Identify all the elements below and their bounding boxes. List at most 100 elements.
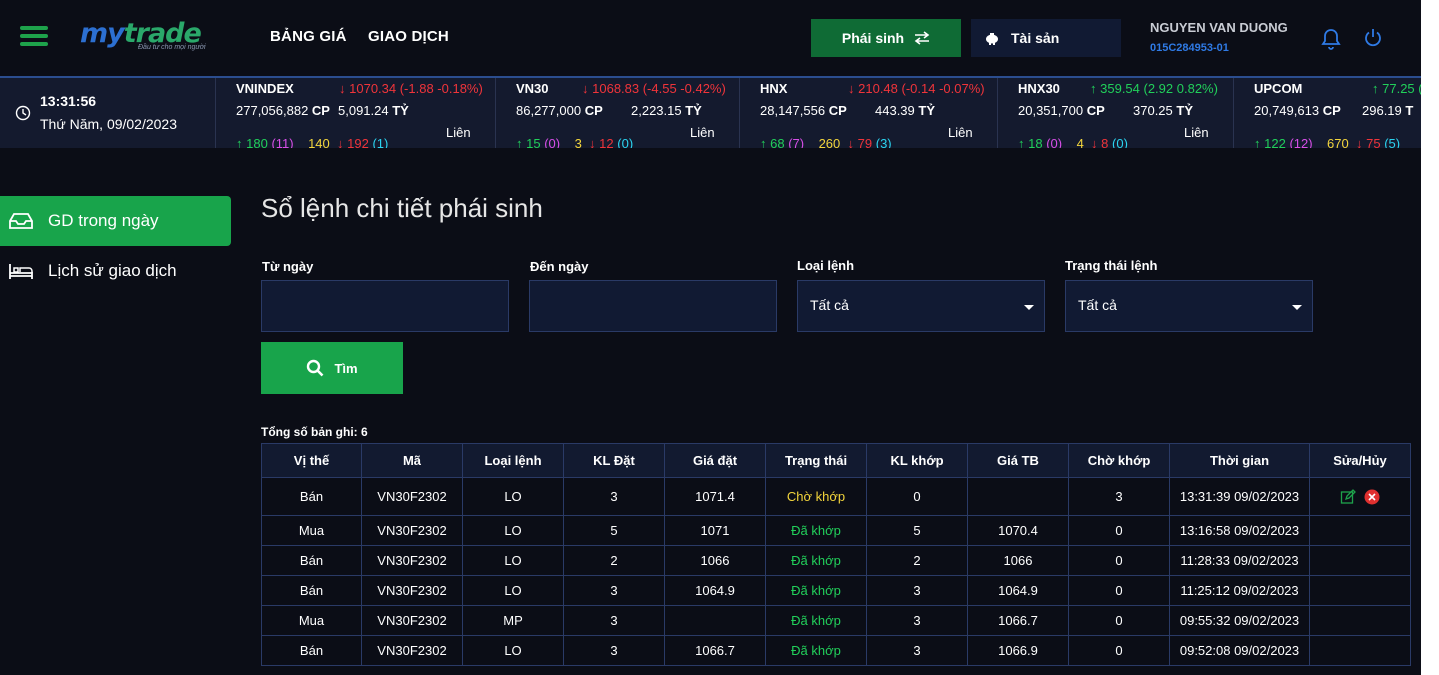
index-volume-value: 20,749,613 — [1254, 103, 1320, 118]
index-value-unit: TỶ — [685, 103, 702, 118]
cell-matched: 3 — [866, 605, 968, 636]
account-number[interactable]: 015C284953-01 — [1150, 42, 1229, 54]
assets-button[interactable]: Tài sản — [971, 19, 1121, 57]
cell-symbol: VN30F2302 — [361, 515, 463, 546]
session-status: Liên tục — [446, 125, 471, 148]
advancers: 18 — [1028, 136, 1043, 148]
user-name[interactable]: NGUYEN VAN DUONG — [1150, 20, 1288, 35]
dash-icon: _ — [1069, 136, 1077, 148]
logo[interactable]: mytrade Đầu tư cho mọi người — [80, 20, 210, 54]
logo-accent: trade — [123, 18, 202, 49]
decliners: 8 — [1101, 136, 1109, 148]
table-row[interactable]: Bán VN30F2302 LO 3 1066.7 Đã khớp 3 1066.9 0 09:5… — [261, 635, 1411, 666]
cell-price: 1066 — [664, 545, 766, 576]
order-status-select[interactable]: Tất cả — [1065, 280, 1313, 332]
from-date-input[interactable] — [261, 280, 509, 332]
order-type-value: Tất cả — [810, 297, 849, 313]
search-button[interactable]: Tìm — [261, 342, 403, 394]
search-button-label: Tìm — [334, 360, 358, 376]
cell-status: Đã khớp — [765, 635, 867, 666]
floor-count: (0) — [617, 136, 634, 148]
session-status: Liên tục — [948, 125, 973, 148]
cell-time: 11:28:33 09/02/2023 — [1169, 545, 1310, 576]
index-value-amount: 443.39 — [875, 103, 915, 118]
cancel-icon[interactable] — [1364, 489, 1380, 505]
index-volume: 20,351,700 CP — [1018, 103, 1105, 118]
clock-date: Thứ Năm, 09/02/2023 — [40, 116, 178, 132]
dash-icon: _ — [300, 136, 309, 148]
index-name: HNX — [760, 81, 788, 96]
market-clock: 13:31:56 Thứ Năm, 09/02/2023 — [0, 78, 216, 148]
ceiling-count: (7) — [788, 136, 805, 148]
index-hnx30[interactable]: HNX30 ↑ 359.54 (2.92 0.82%) 20,351,700 CP 3… — [998, 78, 1234, 148]
table-row[interactable]: Mua VN30F2302 LO 5 1071 Đã khớp 5 1070.4 0 13:16:… — [261, 515, 1411, 546]
decliners: 75 — [1366, 136, 1381, 148]
index-name: UPCOM — [1254, 81, 1303, 96]
ceiling-count: (0) — [544, 136, 561, 148]
index-change-value: 1070.34 (-1.88 -0.18%) — [349, 81, 483, 96]
table-row[interactable]: Bán VN30F2302 LO 2 1066 Đã khớp 2 1066 0 11:28:33… — [261, 545, 1411, 576]
index-value: 5,091.24 TỶ — [338, 103, 409, 118]
index-volume-value: 28,147,556 — [760, 103, 826, 118]
bell-icon[interactable] — [1321, 28, 1341, 50]
index-change: ↑ 77.25 (0. — [1372, 81, 1421, 96]
index-vn30[interactable]: VN30 ↓ 1068.83 (-4.55 -0.42%) 86,277,000 C… — [496, 78, 740, 148]
arrow-up-icon: ↑ — [1372, 81, 1379, 96]
column-header: Trạng thái — [765, 443, 867, 478]
power-icon[interactable] — [1363, 28, 1383, 48]
index-value-unit: TỶ — [918, 103, 936, 118]
unchanged: 4 — [1076, 136, 1084, 148]
nav-trading[interactable]: GIAO DỊCH — [368, 28, 449, 45]
index-value: 2,223.15 TỶ — [631, 103, 702, 118]
index-volume-unit: CP — [584, 103, 603, 118]
edit-icon[interactable] — [1340, 488, 1356, 505]
nav-price-board[interactable]: BẢNG GIÁ — [270, 28, 347, 45]
index-hnx[interactable]: HNX ↓ 210.48 (-0.14 -0.07%) 28,147,556 CP 4… — [740, 78, 998, 148]
arrow-down-icon: ↓ — [337, 136, 344, 148]
cell-type: LO — [462, 635, 564, 666]
derivative-button[interactable]: Phái sinh — [811, 19, 961, 57]
swap-icon — [914, 31, 930, 45]
advancers: 122 — [1264, 136, 1286, 148]
cell-type: LO — [462, 545, 564, 576]
index-breadth: ↑ 15 (0) _3 ↓ 12 (0) — [516, 136, 633, 148]
cell-symbol: VN30F2302 — [361, 575, 463, 606]
cell-matched: 0 — [866, 477, 968, 516]
arrow-up-icon: ↑ — [1254, 136, 1261, 148]
arrow-up-icon: ↑ — [516, 136, 523, 148]
column-header: Loại lệnh — [462, 443, 564, 478]
ceiling-count: (11) — [271, 136, 294, 148]
cell-avg: 1066 — [967, 545, 1069, 576]
cell-actions — [1309, 575, 1411, 606]
sidebar-item-intraday[interactable]: GD trong ngày — [0, 196, 231, 246]
cell-status: Đã khớp — [765, 545, 867, 576]
to-date-input[interactable] — [529, 280, 777, 332]
dash-icon: _ — [1319, 136, 1328, 148]
sidebar-item-history[interactable]: Lịch sử giao dịch — [0, 246, 231, 296]
index-volume: 86,277,000 CP — [516, 103, 603, 118]
table-row[interactable]: Mua VN30F2302 MP 3 Đã khớp 3 1066.7 0 09:55:32 0… — [261, 605, 1411, 636]
menu-icon[interactable] — [20, 26, 48, 46]
table-row[interactable]: Bán VN30F2302 LO 3 1064.9 Đã khớp 3 1064.9 0 11:2… — [261, 575, 1411, 606]
unchanged: 140 — [308, 136, 330, 148]
index-volume-unit: CP — [1322, 103, 1341, 118]
index-change: ↓ 210.48 (-0.14 -0.07%) — [848, 81, 985, 96]
cell-symbol: VN30F2302 — [361, 545, 463, 576]
derivative-button-label: Phái sinh — [841, 30, 905, 46]
cell-status: Chờ khớp — [765, 477, 867, 516]
column-header: Sửa/Hủy — [1309, 443, 1411, 478]
table-row[interactable]: Bán VN30F2302 LO 3 1071.4 Chờ khớp 0 3 13:31:39 … — [261, 477, 1411, 516]
index-upcom[interactable]: UPCOM ↑ 77.25 (0. 20,749,613 CP 296.19 T ↑ 1… — [1234, 78, 1421, 148]
cell-avg — [967, 477, 1069, 516]
cell-pending: 3 — [1068, 477, 1170, 516]
cell-qty: 5 — [563, 515, 665, 546]
cell-pending: 0 — [1068, 545, 1170, 576]
cell-symbol: VN30F2302 — [361, 635, 463, 666]
index-value-amount: 2,223.15 — [631, 103, 682, 118]
index-vnindex[interactable]: VNINDEX ↓ 1070.34 (-1.88 -0.18%) 277,056,8… — [216, 78, 496, 148]
index-volume-value: 20,351,700 — [1018, 103, 1084, 118]
index-change: ↑ 359.54 (2.92 0.82%) — [1090, 81, 1218, 96]
cell-actions — [1309, 605, 1411, 636]
cell-time: 09:55:32 09/02/2023 — [1169, 605, 1310, 636]
order-type-select[interactable]: Tất cả — [797, 280, 1045, 332]
